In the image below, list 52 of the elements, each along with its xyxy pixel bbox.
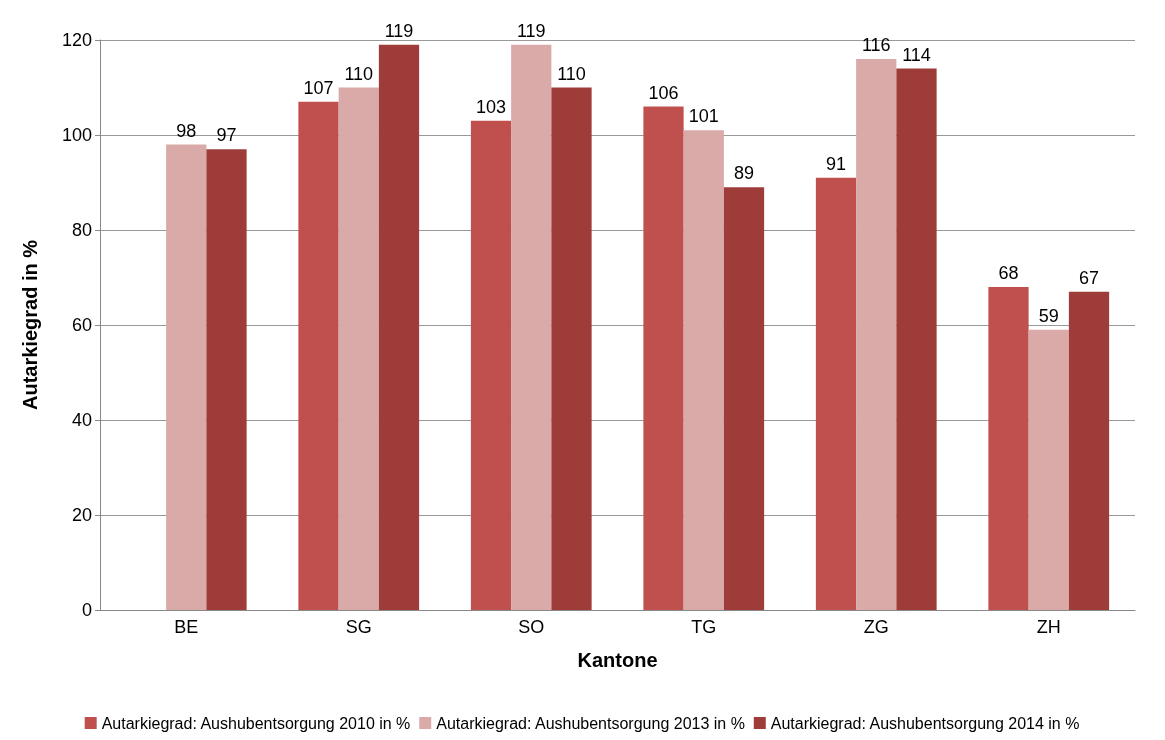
x-tick-label: ZH	[1036, 617, 1061, 637]
data-label: 119	[516, 20, 546, 41]
bar	[206, 149, 247, 610]
bar	[470, 120, 512, 610]
bar	[551, 87, 592, 610]
data-label: 98	[176, 120, 197, 141]
data-label: 107	[303, 77, 334, 98]
data-label: 91	[825, 153, 847, 174]
x-axis-title: Kantone	[577, 649, 658, 671]
y-tick-label: 80	[71, 220, 92, 240]
bar	[723, 187, 765, 610]
x-tick-label: SG	[345, 617, 372, 637]
x-tick-label: BE	[174, 617, 199, 637]
bar	[815, 177, 857, 610]
bar	[896, 68, 937, 610]
bar	[988, 287, 1029, 610]
legend-label: Autarkiegrad: Aushubentsorgung 2013 in %	[436, 714, 745, 732]
bar	[856, 59, 897, 610]
data-label: 101	[688, 106, 719, 127]
x-tick-label: SO	[518, 617, 545, 637]
data-label: 110	[557, 63, 586, 84]
data-label: 97	[216, 125, 237, 146]
bar	[166, 144, 207, 610]
y-tick-label: 20	[71, 505, 92, 525]
bar	[338, 87, 379, 610]
x-tick-label: ZG	[863, 617, 889, 637]
data-label: 119	[384, 20, 414, 41]
bar	[683, 130, 724, 610]
data-label: 114	[902, 44, 931, 65]
y-axis-title: Autarkiegrad in %	[19, 239, 41, 411]
data-label: 89	[733, 163, 755, 184]
y-tick-label: 0	[81, 600, 92, 620]
y-tick-label: 60	[71, 315, 92, 335]
legend-label: Autarkiegrad: Aushubentsorgung 2014 in %	[770, 714, 1080, 732]
data-label: 68	[998, 263, 1019, 283]
bar	[511, 44, 552, 610]
bar	[378, 44, 420, 610]
y-tick-label: 40	[71, 410, 92, 430]
y-tick-label: 100	[61, 125, 92, 145]
bar	[298, 101, 339, 610]
data-label: 67	[1078, 267, 1100, 288]
data-label: 106	[648, 82, 679, 103]
y-tick-label: 120	[61, 30, 92, 50]
x-tick-label: TG	[691, 617, 717, 637]
bar	[1068, 291, 1110, 610]
data-label: 110	[344, 63, 374, 84]
bar	[643, 106, 684, 610]
bar	[1028, 329, 1069, 610]
data-label: 59	[1038, 305, 1059, 326]
data-label: 103	[475, 96, 507, 117]
legend-label: Autarkiegrad: Aushubentsorgung 2010 in %	[101, 714, 411, 732]
data-label: 116	[861, 35, 891, 55]
